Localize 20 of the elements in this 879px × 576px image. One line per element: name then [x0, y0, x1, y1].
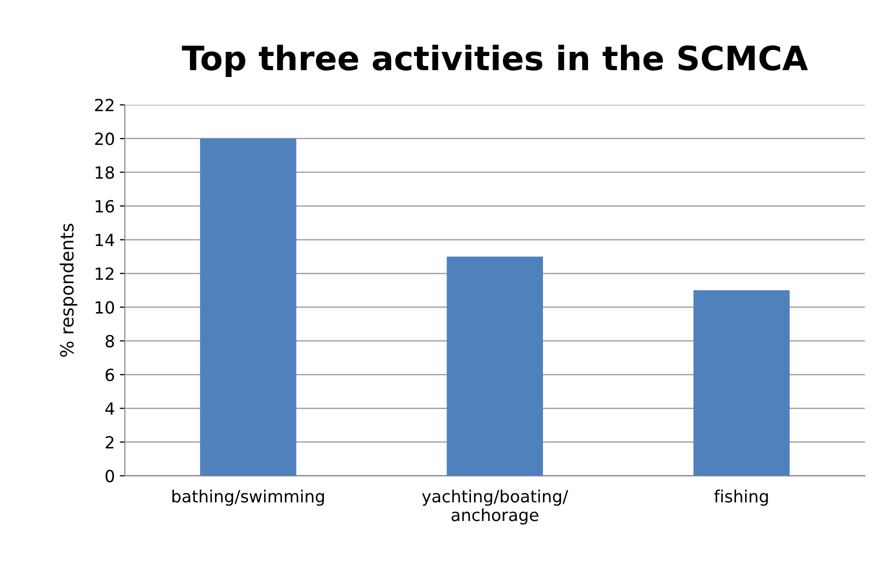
y-tick-label: 14 — [96, 234, 114, 246]
y-tick-label: 16 — [96, 200, 114, 213]
bar — [200, 138, 296, 476]
y-tick-label: 4 — [105, 402, 114, 415]
y-tick-label: 0 — [106, 470, 114, 482]
y-tick-label: 12 — [96, 267, 114, 280]
y-tick-label: 8 — [106, 334, 114, 348]
x-tick-label: bathing/swimming — [172, 490, 324, 506]
x-tick-label: yachting/boating/ anchorage — [422, 490, 568, 524]
y-axis-title: % respondents — [60, 224, 78, 357]
y-tick-label: 22 — [95, 98, 114, 112]
bar — [693, 290, 790, 476]
y-tick-label: 6 — [106, 368, 114, 382]
x-tick-label: fishing — [714, 490, 768, 506]
y-tick-label: 18 — [96, 166, 114, 179]
chart-title: Top three activities in the SCMCA — [182, 44, 808, 78]
y-tick-label: 10 — [96, 301, 114, 314]
bar — [446, 256, 543, 476]
y-tick-label: 2 — [106, 436, 114, 448]
y-tick-label: 20 — [95, 132, 114, 146]
